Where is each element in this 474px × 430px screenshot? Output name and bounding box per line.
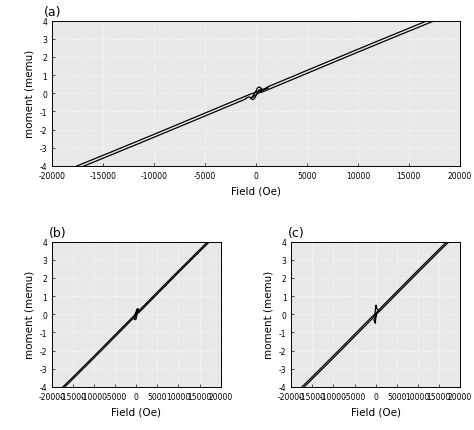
X-axis label: Field (Oe): Field (Oe) bbox=[231, 186, 281, 196]
Y-axis label: moment (memu): moment (memu) bbox=[24, 50, 34, 138]
Text: (c): (c) bbox=[288, 226, 305, 239]
Text: (a): (a) bbox=[44, 6, 62, 18]
X-axis label: Field (Oe): Field (Oe) bbox=[351, 406, 401, 416]
X-axis label: Field (Oe): Field (Oe) bbox=[111, 406, 161, 416]
Y-axis label: moment (memu): moment (memu) bbox=[24, 270, 34, 359]
Text: (b): (b) bbox=[49, 226, 66, 239]
Y-axis label: moment (memu): moment (memu) bbox=[263, 270, 273, 359]
